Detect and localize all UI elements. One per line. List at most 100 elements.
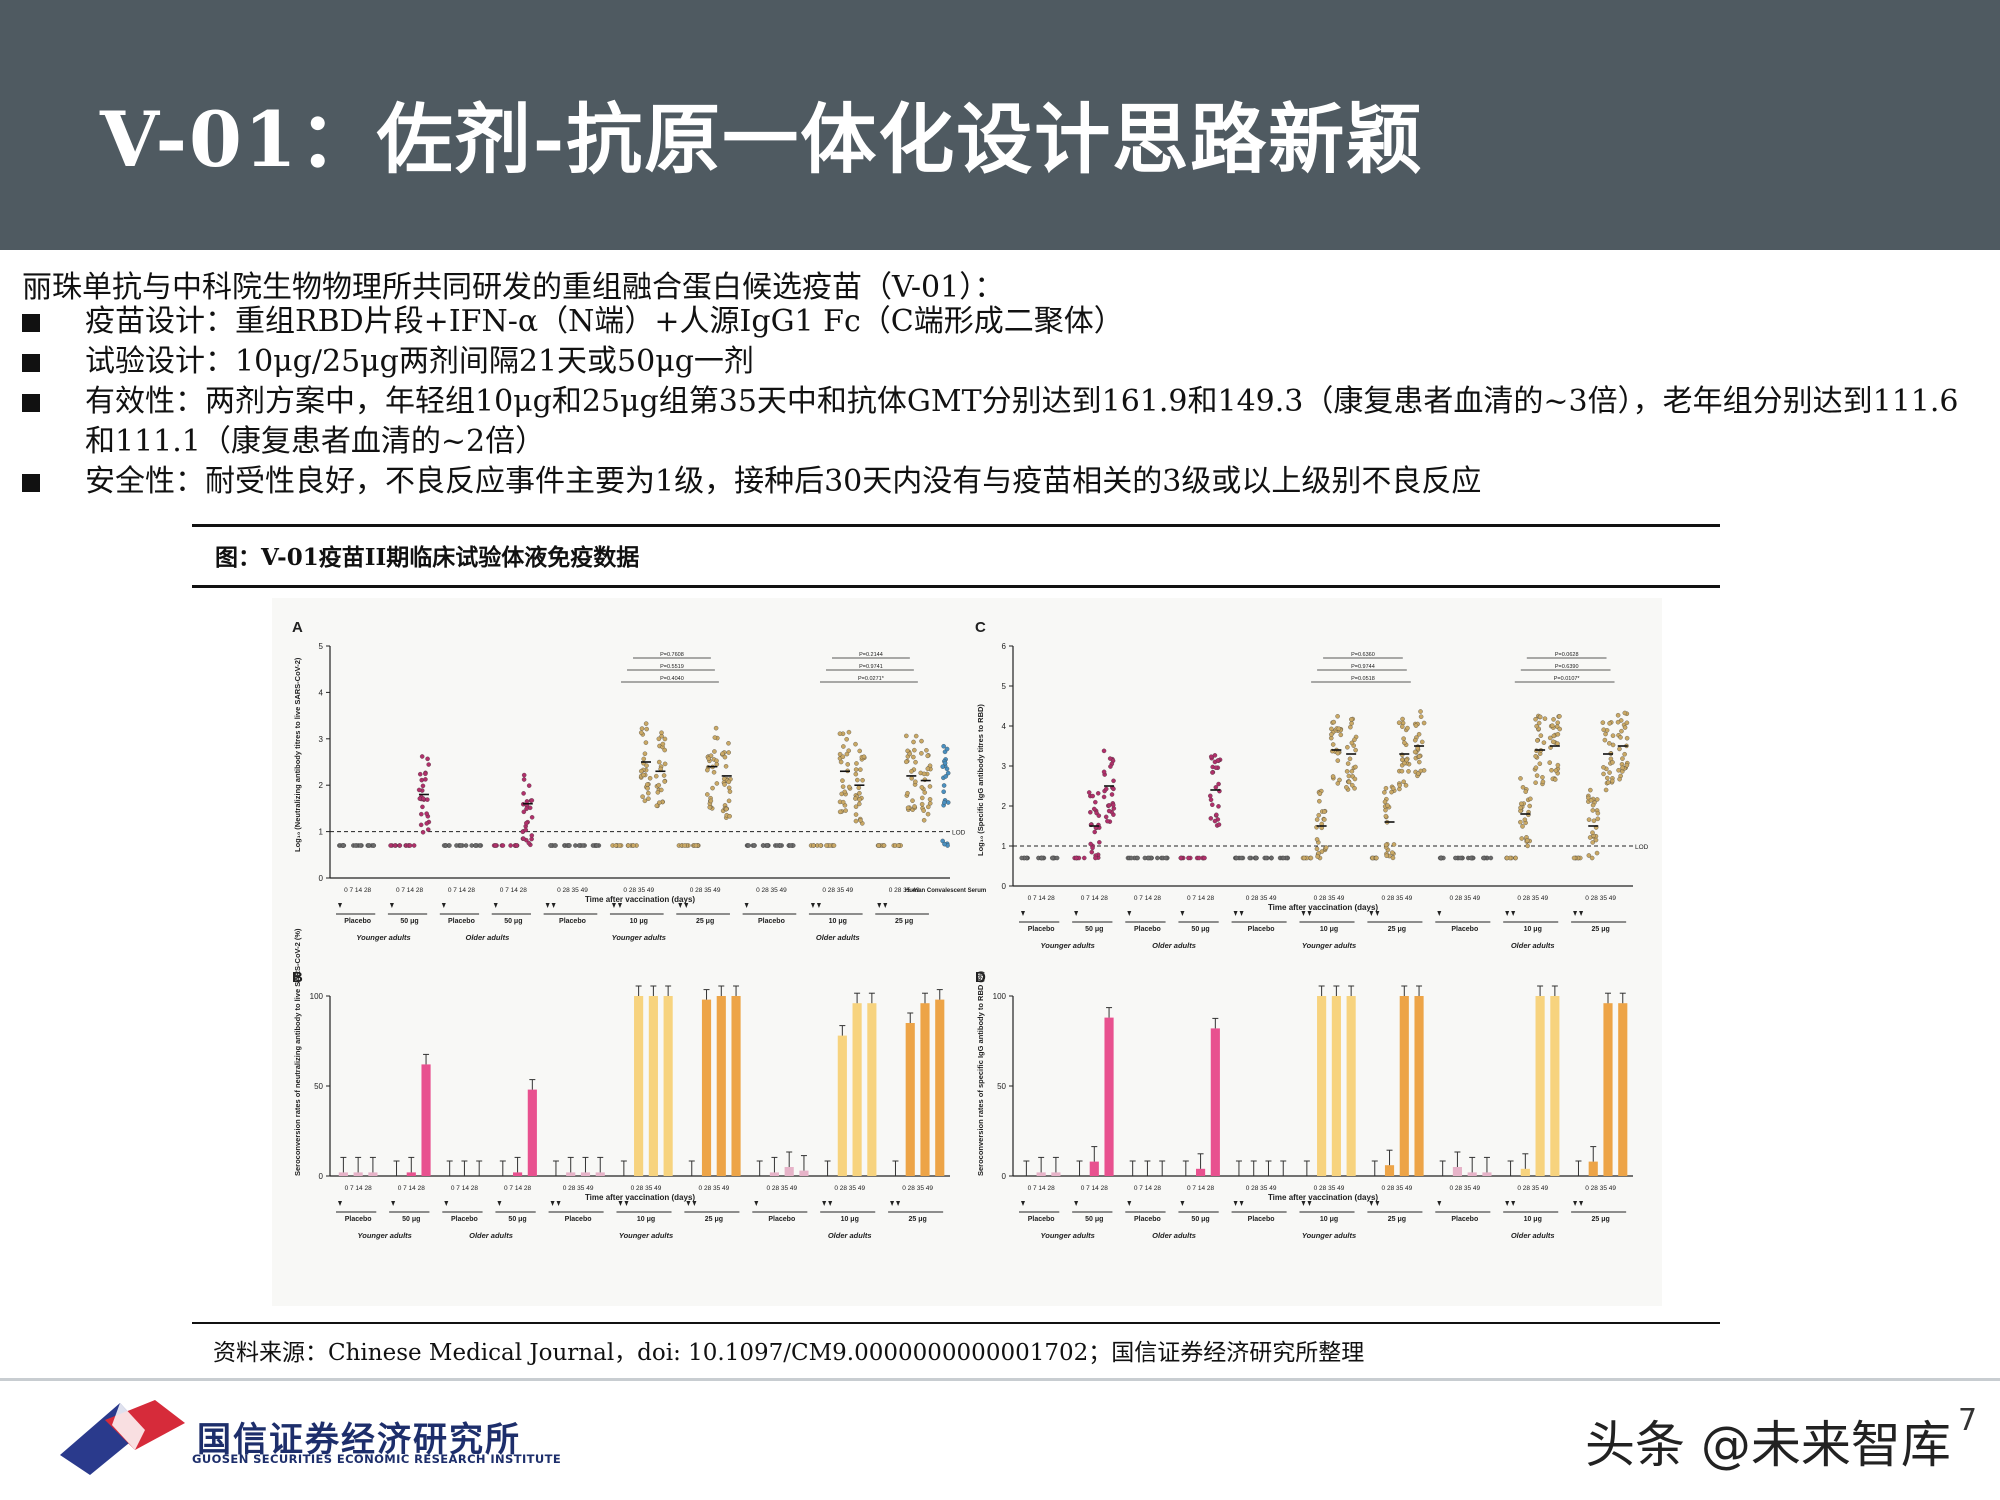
data-point: [722, 782, 727, 787]
data-point: [1620, 756, 1625, 761]
data-point: [1547, 760, 1552, 765]
data-point: [647, 776, 653, 781]
data-point: [1622, 710, 1628, 716]
data-point: [1382, 799, 1388, 805]
seroconversion-bar: [1051, 1172, 1061, 1176]
data-point: [1412, 749, 1418, 755]
data-point: [1344, 769, 1350, 774]
data-point: [824, 843, 829, 848]
data-point: [905, 805, 911, 811]
seroconversion-bar: [1414, 996, 1424, 1176]
data-point: [1533, 754, 1538, 759]
data-point: [1402, 740, 1407, 745]
seroconversion-bar: [1399, 996, 1409, 1176]
y-tick-label: 3: [1002, 762, 1007, 771]
data-point: [1607, 770, 1612, 775]
data-point: [1601, 771, 1606, 777]
x-tick-label: 0 7 14 28: [1187, 895, 1214, 902]
group-label: 10 μg: [630, 918, 648, 925]
dose-arrow-icon: [1375, 1201, 1380, 1206]
data-point: [911, 739, 916, 745]
data-point: [844, 751, 850, 757]
cohort-label: Older adults: [1511, 941, 1555, 950]
group-label: 25 μg: [908, 1216, 926, 1223]
pvalue-label: P=0.0271*: [858, 676, 885, 682]
data-point: [1335, 781, 1341, 786]
data-point: [1603, 731, 1608, 737]
data-point: [1607, 721, 1612, 726]
seroconversion-bar: [1482, 1172, 1492, 1176]
data-point: [896, 843, 901, 848]
y-tick-label: 0: [319, 1172, 324, 1181]
data-point: [548, 843, 553, 848]
group-label: 50 μg: [400, 918, 418, 925]
data-point: [418, 822, 424, 828]
data-point: [726, 779, 732, 785]
data-point: [526, 783, 532, 788]
x-tick-label: 0 28 35 49: [766, 1185, 797, 1192]
group-label: Placebo: [345, 1216, 372, 1223]
data-point: [1504, 855, 1510, 861]
data-point: [712, 735, 718, 740]
x-tick-label: 0 28 35 49: [1382, 895, 1413, 902]
data-point: [706, 756, 711, 761]
data-point: [1103, 814, 1109, 820]
seroconversion-bar: [905, 1023, 915, 1176]
seroconversion-bar: [1618, 1003, 1628, 1176]
data-point: [642, 798, 648, 804]
data-point: [1238, 855, 1244, 861]
x-tick-label: 0 28 35 49: [1517, 895, 1548, 902]
dose-arrow-icon: [1579, 911, 1584, 916]
group-label: 25 μg: [1591, 926, 1609, 933]
data-point: [925, 753, 930, 759]
bullet-item: 疫苗设计：重组RBD片段+IFN-α（N端）+人源IgG1 Fc（C端形成二聚体…: [22, 302, 1982, 342]
seroconversion-bar: [837, 1035, 847, 1176]
data-point: [682, 843, 687, 848]
data-point: [905, 790, 910, 796]
data-point: [921, 818, 927, 823]
data-point: [1617, 776, 1622, 782]
data-point: [1397, 782, 1402, 788]
data-point: [1438, 855, 1444, 861]
data-point: [646, 790, 651, 796]
dose-arrow-icon: [686, 1201, 691, 1206]
data-point: [407, 843, 413, 848]
data-point: [844, 737, 849, 742]
data-point: [1345, 745, 1350, 750]
figure-canvas: A 0 1 2 3 4 5 Log₁₀ (Neutralizing antibody titr…: [292, 619, 1649, 1240]
page-number: 7: [1958, 1403, 1978, 1438]
dose-arrow-icon: [618, 1201, 623, 1206]
data-point: [419, 777, 424, 783]
dose-arrow-icon: [624, 1201, 629, 1206]
data-point: [523, 827, 529, 833]
y-tick-label: 4: [319, 688, 324, 697]
dose-arrow-icon: [338, 1201, 342, 1206]
data-point: [910, 798, 915, 803]
data-point: [1535, 738, 1540, 743]
data-point: [1111, 786, 1116, 792]
data-point: [1390, 855, 1396, 861]
data-point: [722, 754, 728, 760]
data-point: [1344, 785, 1349, 790]
data-point: [1488, 855, 1494, 861]
serum-point: [943, 774, 949, 779]
source-note: 资料来源：Chinese Medical Journal，doi: 10.109…: [213, 1340, 1365, 1366]
data-point: [1610, 760, 1615, 765]
data-point: [1555, 741, 1560, 746]
data-point: [1383, 813, 1389, 819]
slide-title: V-01：佐剂-抗原一体化设计思路新颖: [100, 95, 1425, 184]
data-point: [1518, 805, 1523, 811]
data-point: [573, 843, 578, 848]
group-label: Placebo: [1134, 926, 1161, 933]
figure-bottom-rule: [192, 1322, 1720, 1324]
group-label: Placebo: [565, 1216, 592, 1223]
data-point: [1615, 719, 1621, 725]
pvalue-label: P=0.2144: [859, 652, 883, 658]
lod-label: LOD: [952, 830, 966, 837]
data-point: [927, 797, 933, 802]
panel-label-D: D: [975, 969, 986, 986]
data-point: [710, 785, 715, 791]
data-point: [858, 767, 863, 772]
data-point: [1383, 842, 1389, 848]
data-point: [500, 843, 506, 848]
